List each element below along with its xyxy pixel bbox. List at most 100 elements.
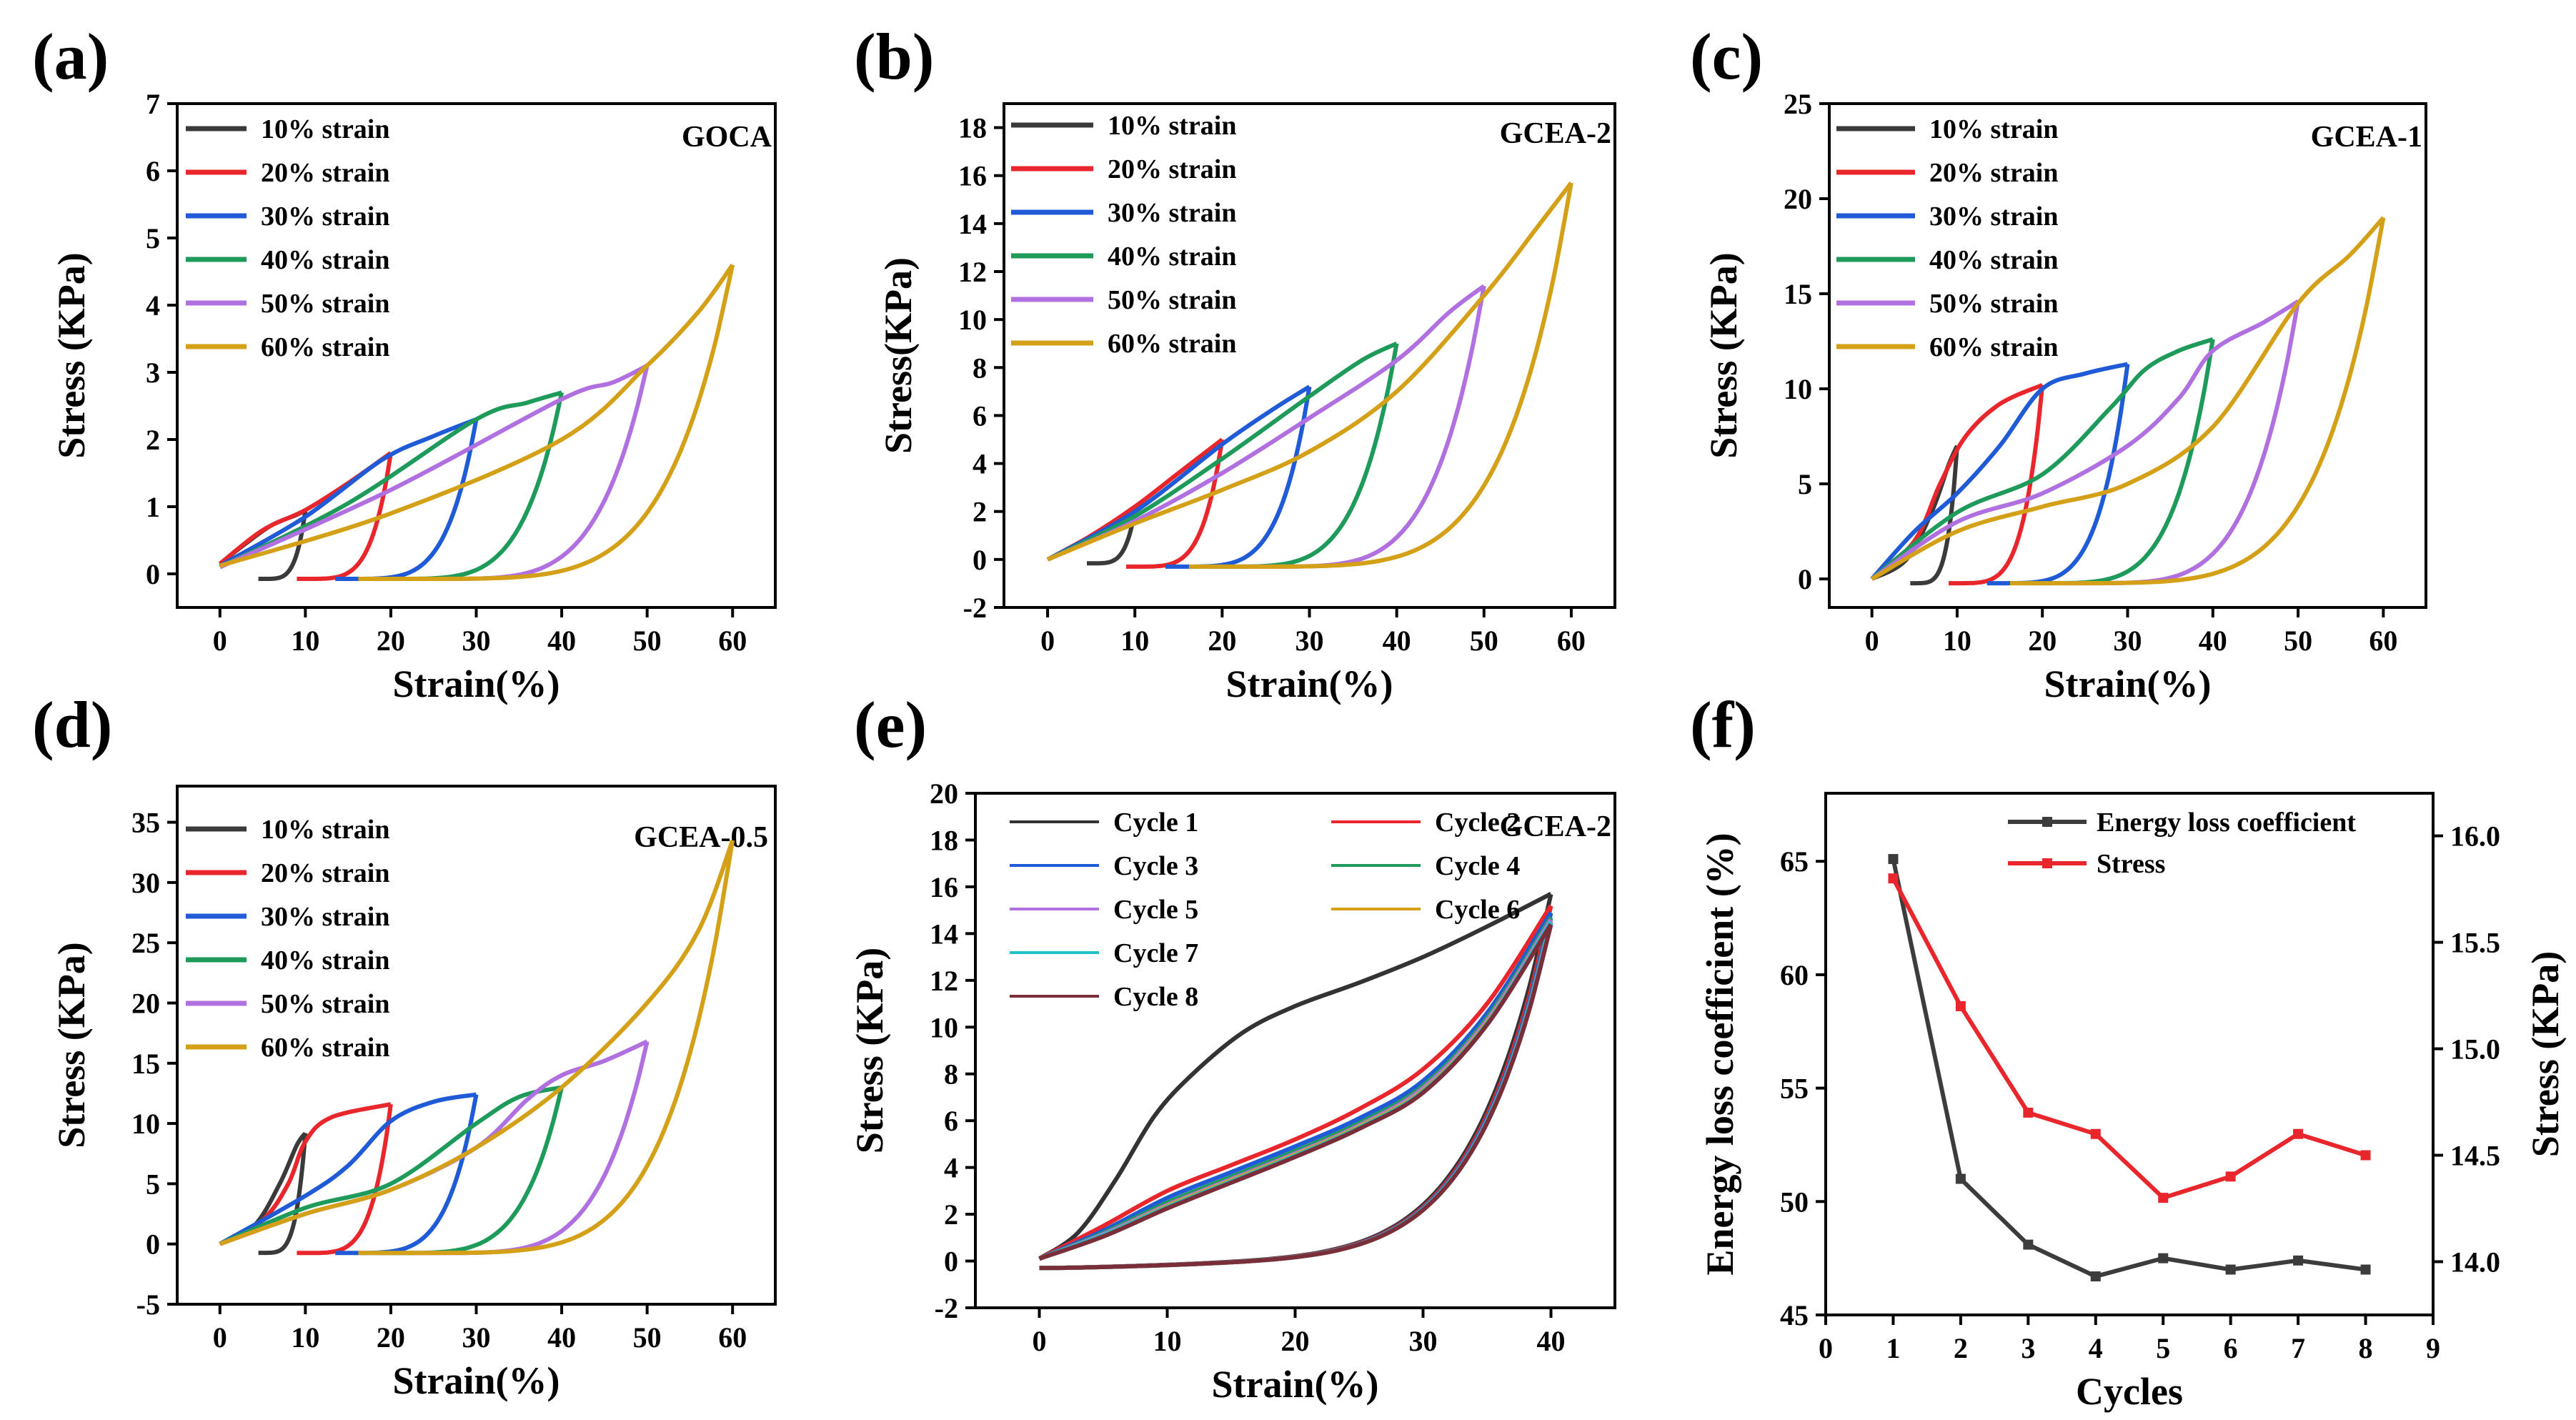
y-tick-label: 10 (1784, 373, 1812, 405)
y-tick-label: 55 (1780, 1073, 1809, 1105)
data-point (2023, 1107, 2034, 1118)
data-point (2293, 1255, 2304, 1266)
x-tick-label: 60 (718, 625, 747, 657)
panel-c: (c) 0 10 20 30 40 50 60 0 5 10 15 20 25 Strain(%) Stres… (1690, 20, 2427, 705)
y-tick-label: 12 (930, 965, 958, 997)
data-point (2090, 1128, 2101, 1139)
legend-label: 50% strain (261, 289, 390, 319)
curve-unload-1 (258, 1133, 308, 1256)
y-tick-label: 25 (1784, 88, 1812, 120)
curve-load-3 (219, 1092, 477, 1246)
series-line-2 (1891, 877, 2367, 1201)
data-point (2360, 1264, 2371, 1275)
y-tick-label: 2 (944, 1198, 958, 1231)
x-axis-label: Strain(%) (1226, 662, 1393, 705)
y-tick-label: 45 (1780, 1299, 1809, 1331)
curve-load-1 (1038, 892, 1552, 1261)
x-tick-label: 20 (1281, 1325, 1310, 1357)
legend-label: 20% strain (1929, 158, 2059, 188)
data-point (2090, 1271, 2101, 1282)
legend-label: 10% strain (1108, 111, 1237, 141)
y-tick-label: 25 (131, 927, 160, 959)
curve-unload-2 (1126, 439, 1225, 569)
y-tick-label: 16 (958, 160, 987, 192)
y-tick-label: 0 (973, 544, 987, 576)
curve-load-2 (1038, 904, 1553, 1261)
legend-label: 10% strain (261, 114, 390, 144)
curve-load-4 (1870, 337, 2214, 581)
panel-label: (a) (32, 20, 109, 93)
curve-load-5 (1870, 299, 2299, 581)
x-tick-label: 60 (1557, 625, 1586, 657)
curve-load-3 (1870, 362, 2129, 581)
y-tick-label: 4 (944, 1152, 958, 1184)
data-point (1955, 1173, 1966, 1184)
x-tick-label: 7 (2291, 1332, 2305, 1364)
panel-label: (d) (32, 688, 112, 761)
legend-label: 50% strain (1108, 285, 1237, 315)
x-tick-label: 10 (1153, 1325, 1182, 1357)
legend-label: 10% strain (261, 815, 390, 845)
y-tick-label: 12 (958, 256, 987, 288)
legend-marker (2042, 817, 2052, 827)
legend-label: 60% strain (261, 332, 390, 362)
curve-unload-7 (1039, 921, 1553, 1271)
curve-unload-2 (297, 452, 393, 582)
legend-label: 40% strain (1929, 245, 2059, 275)
x-tick-label: 30 (2114, 625, 2142, 657)
y-tick-label: 5 (146, 222, 160, 254)
panel-label: (c) (1690, 20, 1763, 93)
x-tick-label: 20 (2028, 625, 2057, 657)
x-tick-label: 4 (2089, 1332, 2103, 1364)
data-point (2158, 1193, 2169, 1203)
legend-label: Stress (2097, 849, 2165, 879)
x-tick-label: 8 (2359, 1332, 2373, 1364)
curve-load-6 (1871, 216, 2385, 581)
y-tick-label: -5 (136, 1289, 160, 1321)
y-tick-label: 15 (131, 1048, 160, 1080)
x-axis-label: Strain(%) (393, 662, 560, 705)
panel-e: (e) 0 10 20 30 40 -2 0 2 4 6 8 10 12 14 16 18 20 Strain(%)… (848, 688, 1616, 1406)
curve-load-5 (1046, 284, 1486, 562)
x-tick-label: 1 (1886, 1332, 1900, 1364)
panel-b: (b) 0 10 20 30 40 50 60 -2 0 2 4 6 8 10 12 14 16 18 Strain(… (854, 20, 1616, 705)
panel-title: GOCA (682, 121, 772, 154)
curve-unload-1 (1087, 511, 1138, 566)
legend-label: Cycle 2 (1435, 808, 1520, 838)
legend-label: 30% strain (261, 202, 390, 232)
x-tick-label: 40 (547, 1321, 576, 1354)
y-tick-label: 60 (1780, 959, 1809, 991)
y-tick-label: 0 (1798, 563, 1812, 595)
x-axis-label: Strain(%) (1212, 1363, 1379, 1406)
y-right-tick-label: 15.0 (2450, 1033, 2500, 1066)
curve-unload-2 (1949, 384, 2045, 586)
x-axis-label: Cycles (2076, 1370, 2183, 1413)
y-tick-label: 50 (1780, 1186, 1809, 1218)
curve-load-8 (1038, 923, 1553, 1261)
curve-unload-1 (258, 510, 308, 582)
x-tick-label: 50 (633, 625, 662, 657)
panel-a: (a) 0 10 20 30 40 50 60 0 1 2 3 4 5 6 7 Strain(%) Stress … (32, 20, 777, 705)
curve-load-4 (1046, 341, 1398, 562)
legend-label: Cycle 7 (1113, 938, 1198, 968)
data-point (2225, 1171, 2236, 1182)
curve-unload-6 (1039, 921, 1553, 1271)
curve-unload-4 (1039, 917, 1553, 1271)
y-tick-label: 2 (973, 496, 987, 528)
x-tick-label: 60 (718, 1321, 747, 1354)
curve-unload-4 (2025, 339, 2215, 586)
x-tick-label: 50 (633, 1321, 662, 1354)
y-tick-label: 3 (146, 357, 160, 389)
x-tick-label: 30 (462, 625, 491, 657)
y-tick-label: 6 (973, 399, 987, 432)
y-axis-label: Stress (KPa) (50, 252, 93, 458)
y-tick-label: 0 (146, 1228, 160, 1261)
curve-load-6 (219, 839, 735, 1246)
panel-title: GCEA-2 (1500, 810, 1611, 843)
legend-label: Cycle 1 (1113, 808, 1198, 838)
y-tick-label: 20 (930, 778, 958, 810)
x-tick-label: 30 (1409, 1325, 1438, 1357)
y-tick-label: 0 (944, 1246, 958, 1278)
